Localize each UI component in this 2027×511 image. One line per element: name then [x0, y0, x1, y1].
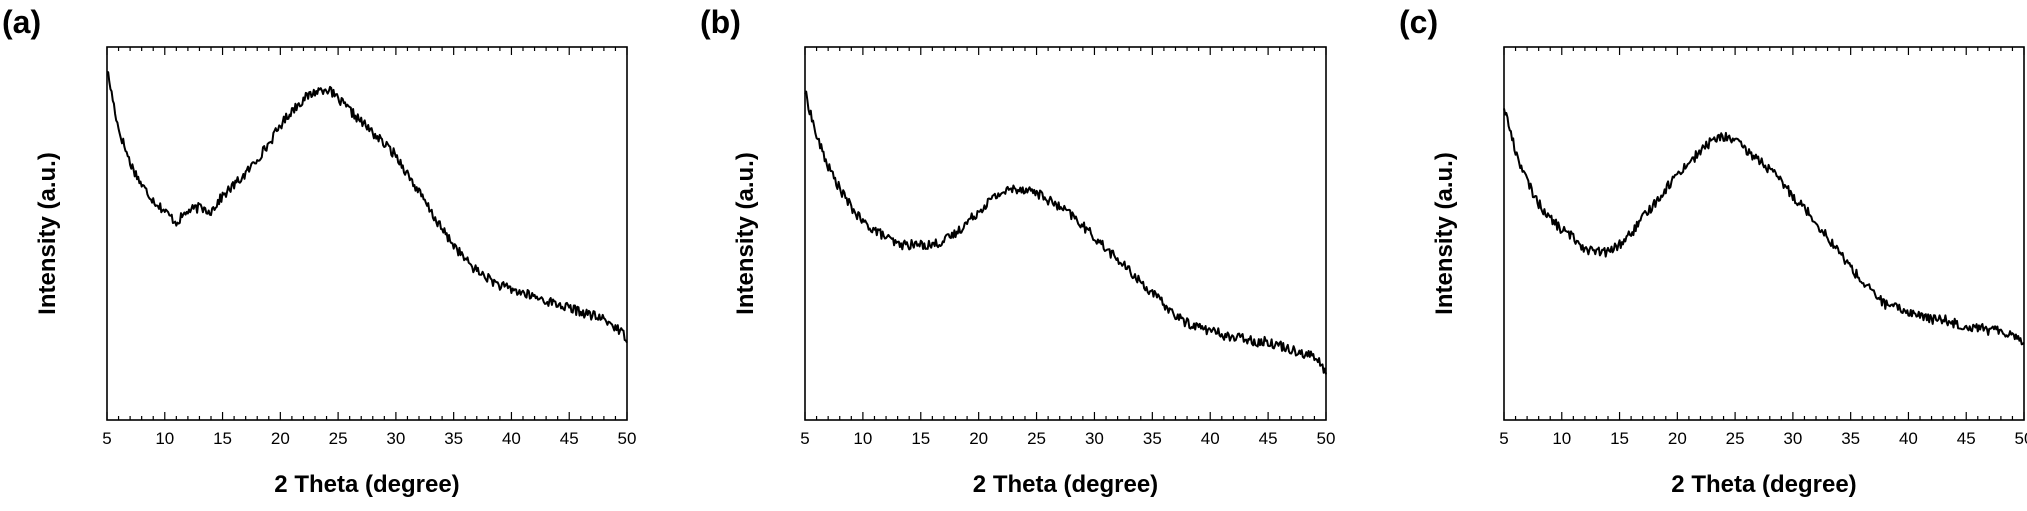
plot-frame — [804, 46, 1327, 421]
x-tick-label: 40 — [1899, 429, 1918, 448]
y-axis-title: Intensity (a.u.) — [732, 152, 759, 315]
panel-label: (c) — [1399, 4, 1438, 40]
x-tick-label: 45 — [1259, 429, 1278, 448]
x-tick-label: 40 — [1201, 429, 1220, 448]
x-tick-label: 30 — [1783, 429, 1802, 448]
panel-label: (a) — [2, 4, 41, 40]
plot-frame — [106, 46, 628, 421]
x-tick-label: 50 — [2015, 429, 2027, 448]
x-tick-label: 45 — [560, 429, 579, 448]
x-tick-label: 5 — [800, 429, 809, 448]
x-tick-label: 50 — [618, 429, 637, 448]
x-tick-label: 20 — [1668, 429, 1687, 448]
x-tick-label: 20 — [271, 429, 290, 448]
x-tick-label: 15 — [1610, 429, 1629, 448]
x-tick-label: 35 — [1841, 429, 1860, 448]
panel-label: (b) — [700, 4, 741, 40]
plot-frame — [1503, 46, 2025, 421]
x-tick-label: 35 — [444, 429, 463, 448]
x-tick-label: 10 — [853, 429, 872, 448]
xrd-series-line — [1503, 108, 2025, 346]
x-axis-title: 2 Theta (degree) — [274, 471, 459, 498]
y-axis-title: Intensity (a.u.) — [1431, 152, 1458, 315]
x-tick-label: 5 — [1499, 429, 1508, 448]
x-tick-label: 20 — [969, 429, 988, 448]
xrd-series-line — [804, 90, 1327, 375]
x-tick-label: 45 — [1957, 429, 1976, 448]
x-tick-label: 50 — [1317, 429, 1336, 448]
x-tick-label: 10 — [155, 429, 174, 448]
x-axis-title: 2 Theta (degree) — [1671, 471, 1856, 498]
x-axis-title: 2 Theta (degree) — [973, 471, 1158, 498]
x-tick-label: 25 — [1726, 429, 1745, 448]
x-tick-label: 10 — [1552, 429, 1571, 448]
chart-panel-c: (c) 5 10 15 20 25 30 35 40 45 50 2 Theta (degree) In… — [1399, 4, 2027, 498]
x-tick-label: 40 — [502, 429, 521, 448]
x-tick-label: 25 — [329, 429, 348, 448]
x-tick-label: 15 — [213, 429, 232, 448]
xrd-series-line — [106, 70, 628, 344]
chart-panel-a: (a) 5 10 15 20 25 30 35 40 45 50 2 Theta (degree) In… — [2, 4, 636, 498]
x-tick-label: 35 — [1143, 429, 1162, 448]
x-tick-label: 15 — [911, 429, 930, 448]
y-axis-title: Intensity (a.u.) — [34, 152, 61, 315]
x-tick-label: 25 — [1027, 429, 1046, 448]
chart-panel-b: (b) 5 10 15 20 25 30 35 40 45 50 2 Theta (degree) In… — [700, 4, 1335, 498]
x-tick-label: 30 — [1085, 429, 1104, 448]
x-tick-label: 30 — [386, 429, 405, 448]
x-tick-label: 5 — [102, 429, 111, 448]
